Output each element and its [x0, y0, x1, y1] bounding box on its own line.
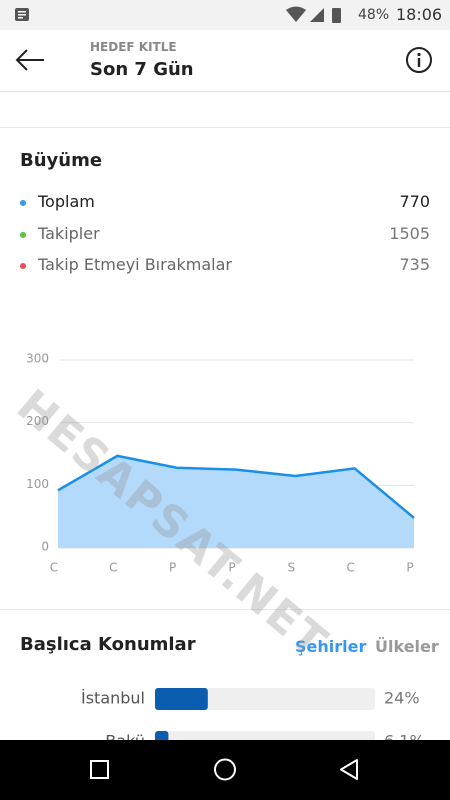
back-nav-button[interactable] — [340, 759, 358, 780]
row-value: 1505 — [389, 223, 430, 243]
x-tick-label: P — [406, 561, 413, 575]
row-label: Takip Etmeyi Bırakmalar — [38, 255, 232, 274]
bar-track — [155, 688, 375, 710]
notification-icon — [15, 8, 29, 21]
divider — [0, 609, 450, 610]
row-value: 770 — [399, 192, 430, 211]
header-title: Son 7 Gün — [90, 59, 194, 80]
nav-buttons — [90, 758, 358, 781]
x-tick-label: S — [288, 561, 296, 575]
x-tick-label: C — [346, 561, 354, 575]
recent-button[interactable] — [90, 760, 109, 779]
status-bar: 48% 18:06 — [0, 0, 450, 30]
row-value: 735 — [399, 255, 430, 274]
y-tick-label: 200 — [26, 414, 49, 428]
section-title: Başlıca Konumlar — [20, 634, 196, 655]
x-tick-label: P — [169, 561, 176, 575]
divider — [0, 127, 450, 128]
x-tick-label: P — [228, 561, 235, 575]
line — [57, 454, 415, 519]
x-tick-label: C — [50, 561, 58, 575]
legend-dot — [20, 263, 26, 269]
y-tick-label: 300 — [26, 352, 49, 366]
info-button[interactable] — [405, 46, 433, 74]
header: HEDEF KITLE Son 7 Gün — [0, 30, 450, 92]
row-label: Toplam — [38, 192, 95, 211]
y-tick-label: 0 — [41, 540, 49, 554]
header-subtitle: HEDEF KITLE — [90, 40, 177, 54]
home-button[interactable] — [214, 758, 236, 781]
section-title: Büyüme — [20, 150, 103, 171]
clock: 18:06 — [396, 5, 443, 24]
row-label: Takipler — [38, 223, 100, 243]
y-tick-label: 100 — [26, 477, 49, 491]
battery-level: 48% — [358, 7, 390, 23]
tab[interactable]: Ülkeler — [375, 637, 439, 656]
value-label: 24% — [384, 689, 420, 708]
signal-icons — [286, 6, 341, 23]
back-button[interactable] — [14, 48, 46, 72]
tab[interactable]: Şehirler — [295, 637, 367, 656]
legend-dot — [20, 231, 26, 238]
x-tick-label: C — [109, 561, 117, 575]
nav-bar — [0, 740, 450, 800]
area — [58, 455, 414, 548]
bar — [155, 688, 208, 710]
chart: 0 100 200 300 C C P P S C P — [26, 352, 415, 575]
location-label: İstanbul — [81, 689, 145, 708]
legend-dot — [20, 200, 26, 206]
